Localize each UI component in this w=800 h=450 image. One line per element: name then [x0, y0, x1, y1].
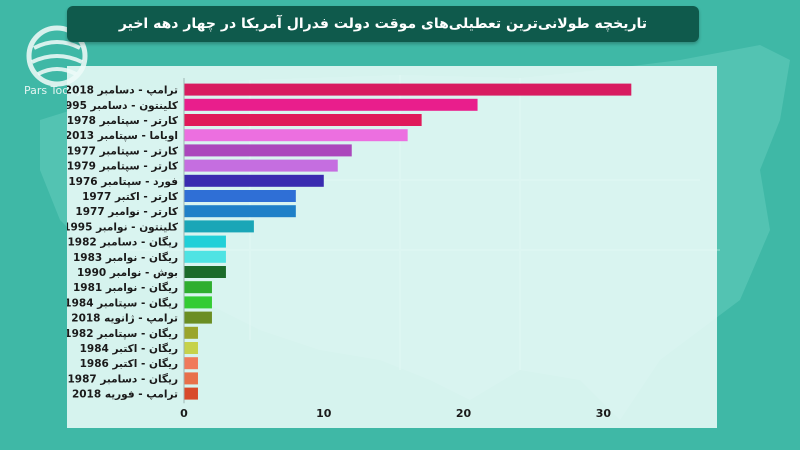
category-label: کارتر - اکتبر 1977: [82, 191, 179, 203]
category-label: اوباما - سپتامبر 2013: [67, 130, 178, 142]
category-label: ترامپ - ژانویه 2018: [71, 313, 178, 325]
page-title: تاریخچه طولانی‌ترین تعطیلی‌های موقت دولت…: [118, 16, 648, 32]
bar: [184, 114, 422, 126]
bar: [184, 190, 296, 202]
category-label: ریگان - دسامبر 1982: [67, 236, 178, 249]
title-bar: تاریخچه طولانی‌ترین تعطیلی‌های موقت دولت…: [67, 6, 699, 42]
category-label: ریگان - نوامبر 1981: [73, 281, 178, 294]
bar: [184, 205, 296, 218]
bar: [184, 220, 254, 233]
category-label: ترامپ - فوریه 2018: [72, 389, 178, 401]
bar: [184, 326, 198, 339]
bar: [184, 144, 352, 157]
x-tick-label: 0: [180, 407, 188, 420]
category-label: کارتر - سپتامبر 1977: [67, 145, 179, 157]
bar: [184, 342, 198, 354]
bar-chart: ترامپ - دسامبر 2018 کلینتون - دسامبر 1995…: [67, 78, 632, 420]
chart-panel: [67, 66, 717, 428]
category-label: بوش - نوامبر 1990: [77, 267, 178, 279]
category-label: کلینتون - نوامبر 1995: [67, 221, 179, 233]
category-label: کارتر - سپتامبر 1979: [67, 161, 179, 173]
category-label: فورد - سپتامبر 1976: [68, 176, 178, 188]
bar: [184, 159, 338, 172]
bar: [184, 387, 198, 400]
x-tick-label: 30: [596, 407, 612, 420]
bar: [184, 311, 212, 324]
bar: [184, 281, 212, 294]
bar: [184, 129, 408, 142]
x-tick-label: 20: [456, 407, 472, 420]
category-label: کارتر - نوامبر 1977: [75, 206, 178, 218]
bar: [184, 174, 324, 187]
category-label: ریگان - دسامبر 1987: [67, 372, 178, 385]
category-label: ریگان - سپتامبر 1982: [67, 327, 178, 340]
bar: [184, 296, 212, 309]
bar: [184, 357, 198, 370]
category-label: ریگان - اکتبر 1986: [80, 357, 178, 370]
bar: [184, 83, 632, 96]
category-label: کارتر - سپتامبر 1978: [67, 115, 179, 127]
bar: [184, 250, 226, 263]
x-tick-label: 10: [316, 407, 332, 420]
bar: [184, 372, 198, 385]
bar: [184, 266, 226, 278]
category-label: ریگان - سپتامبر 1984: [67, 296, 178, 309]
category-label: ریگان - نوامبر 1983: [73, 251, 178, 264]
category-label: ریگان - اکتبر 1984: [80, 342, 178, 355]
bar: [184, 235, 226, 248]
pars-today-logo-icon: [26, 25, 88, 87]
category-label: کلینتون - دسامبر 1995: [67, 100, 179, 112]
bar: [184, 98, 478, 111]
category-label: ترامپ - دسامبر 2018: [67, 85, 178, 97]
